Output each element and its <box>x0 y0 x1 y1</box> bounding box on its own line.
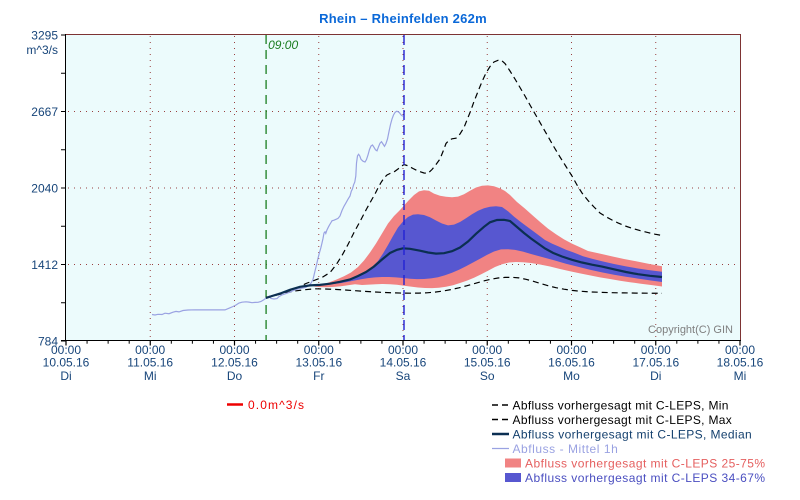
svg-text:00:00: 00:00 <box>388 343 418 357</box>
svg-text:00:00: 00:00 <box>135 343 165 357</box>
svg-text:Abfluss vorhergesagt mit C-LEP: Abfluss vorhergesagt mit C-LEPS 25-75% <box>525 456 766 470</box>
svg-text:10.05.16: 10.05.16 <box>43 356 90 370</box>
svg-text:00:00: 00:00 <box>725 343 755 357</box>
svg-text:Di: Di <box>650 369 661 383</box>
svg-text:0.0m^3/s: 0.0m^3/s <box>248 398 305 412</box>
svg-text:Sa: Sa <box>396 369 411 383</box>
svg-text:2040: 2040 <box>31 181 58 195</box>
svg-text:00:00: 00:00 <box>304 343 334 357</box>
svg-text:Fr: Fr <box>313 369 324 383</box>
svg-text:Abfluss - Mittel 1h: Abfluss - Mittel 1h <box>513 442 619 456</box>
svg-text:Mi: Mi <box>144 369 157 383</box>
svg-text:784: 784 <box>38 334 58 348</box>
svg-text:00:00: 00:00 <box>472 343 502 357</box>
svg-text:14.05.16: 14.05.16 <box>380 356 427 370</box>
svg-text:Abfluss vorhergesagt mit C-LEP: Abfluss vorhergesagt mit C-LEPS 34-67% <box>525 471 766 485</box>
svg-text:Do: Do <box>227 369 243 383</box>
svg-text:Abfluss vorhergesagt mit C-LEP: Abfluss vorhergesagt mit C-LEPS, Max <box>513 413 733 427</box>
svg-text:Mi: Mi <box>734 369 747 383</box>
svg-text:00:00: 00:00 <box>556 343 586 357</box>
svg-text:Abfluss vorhergesagt mit C-LEP: Abfluss vorhergesagt mit C-LEPS, Median <box>513 427 753 441</box>
svg-text:m^3/s: m^3/s <box>26 43 58 57</box>
svg-text:00:00: 00:00 <box>51 343 81 357</box>
svg-text:1412: 1412 <box>31 258 58 272</box>
svg-text:11.05.16: 11.05.16 <box>127 356 173 370</box>
svg-text:15.05.16: 15.05.16 <box>464 356 511 370</box>
svg-text:12.05.16: 12.05.16 <box>211 356 258 370</box>
svg-text:00:00: 00:00 <box>219 343 249 357</box>
svg-text:18.05.16: 18.05.16 <box>717 356 764 370</box>
svg-text:16.05.16: 16.05.16 <box>548 356 595 370</box>
svg-text:17.05.16: 17.05.16 <box>632 356 679 370</box>
svg-text:So: So <box>480 369 495 383</box>
svg-text:13.05.16: 13.05.16 <box>295 356 342 370</box>
svg-text:Copyright(C) GIN: Copyright(C) GIN <box>648 324 733 336</box>
svg-text:3295: 3295 <box>31 28 58 42</box>
svg-text:2667: 2667 <box>31 105 58 119</box>
svg-text:Di: Di <box>60 369 71 383</box>
svg-text:Abfluss vorhergesagt mit C-LEP: Abfluss vorhergesagt mit C-LEPS, Min <box>513 398 729 412</box>
svg-text:09:00: 09:00 <box>268 38 298 52</box>
svg-text:Mo: Mo <box>563 369 580 383</box>
svg-text:00:00: 00:00 <box>641 343 671 357</box>
svg-text:Rhein – Rheinfelden 262m: Rhein – Rheinfelden 262m <box>319 11 487 26</box>
